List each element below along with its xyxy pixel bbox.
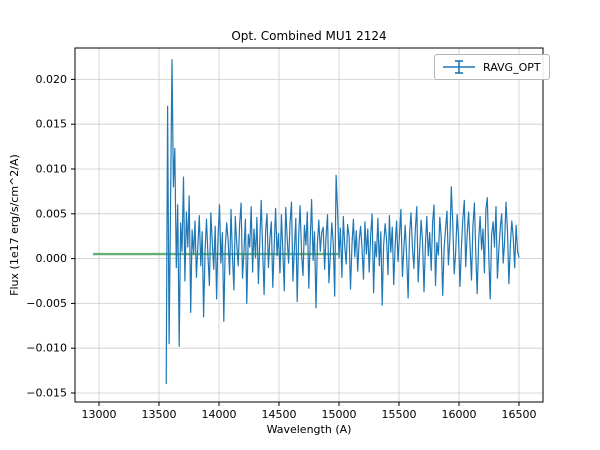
errorbar-marker-icon xyxy=(443,60,475,74)
svg-text:0.005: 0.005 xyxy=(36,207,68,220)
svg-text:13500: 13500 xyxy=(142,408,177,421)
svg-text:14000: 14000 xyxy=(202,408,237,421)
svg-text:0.020: 0.020 xyxy=(36,73,68,86)
tick-labels: 13000 13500 14000 14500 15000 15500 16000 16500… xyxy=(26,73,536,421)
legend-label: RAVG_OPT xyxy=(483,60,541,74)
svg-text:15000: 15000 xyxy=(322,408,357,421)
legend: RAVG_OPT xyxy=(434,54,550,80)
svg-text:−0.015: −0.015 xyxy=(26,387,67,400)
svg-text:−0.010: −0.010 xyxy=(26,342,67,355)
y-axis-label: Flux (1e17 erg/s/cm^2/A) xyxy=(8,154,21,296)
tick-marks xyxy=(71,78,520,406)
axes-frame xyxy=(74,47,544,403)
svg-text:16000: 16000 xyxy=(442,408,477,421)
chart-title: Opt. Combined MU1 2124 xyxy=(231,29,387,43)
svg-text:14500: 14500 xyxy=(262,408,297,421)
x-axis-label: Wavelength (A) xyxy=(266,423,352,436)
flux-series-path xyxy=(165,59,520,385)
svg-text:13000: 13000 xyxy=(82,408,117,421)
svg-text:−0.005: −0.005 xyxy=(26,297,67,310)
svg-text:0.015: 0.015 xyxy=(36,118,68,131)
svg-text:15500: 15500 xyxy=(382,408,417,421)
svg-text:16500: 16500 xyxy=(502,408,537,421)
svg-text:0.000: 0.000 xyxy=(36,252,68,265)
svg-text:0.010: 0.010 xyxy=(36,163,68,176)
